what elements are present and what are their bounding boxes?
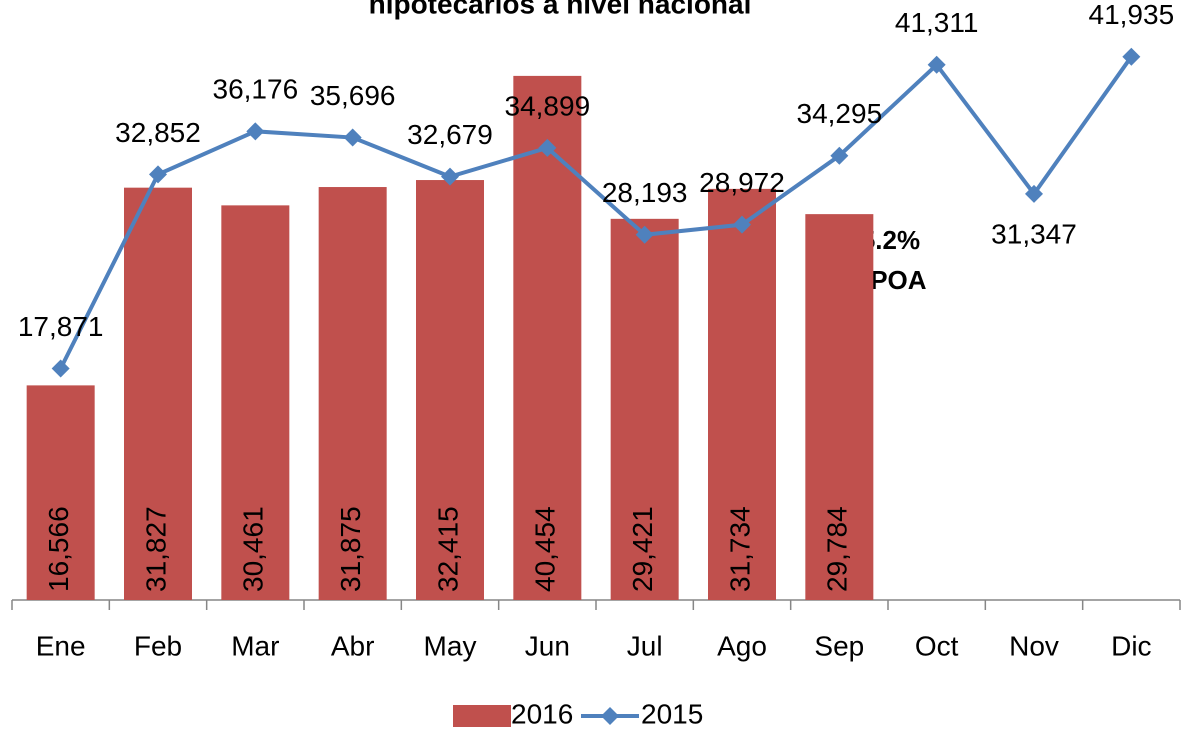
line-marker (830, 146, 849, 165)
line-value-label: 28,193 (602, 177, 688, 208)
bar-value-label: 30,461 (238, 506, 269, 592)
chart-title: hipotecarios a nivel nacional (369, 0, 752, 19)
line-marker (635, 225, 654, 244)
x-tick-label: Jun (525, 630, 570, 661)
bar (26, 385, 95, 600)
x-tick-label: Dic (1111, 630, 1151, 661)
line-value-label: 17,871 (18, 311, 104, 342)
line-marker (927, 55, 946, 74)
line-value-label: 41,311 (895, 7, 979, 38)
bar (610, 218, 679, 600)
bar-value-label: 31,827 (140, 506, 171, 592)
x-tick-label: Abr (331, 630, 375, 661)
line-value-label: 32,852 (115, 117, 201, 148)
bar (124, 187, 192, 601)
bar-value-label: 29,784 (822, 506, 853, 592)
bar (416, 180, 484, 601)
line-marker (441, 167, 459, 186)
line-value-label: 28,972 (699, 167, 785, 198)
x-tick-label: Nov (1009, 630, 1059, 661)
line-value-label: 34,295 (797, 98, 883, 129)
bar-value-label: 31,734 (724, 506, 755, 592)
line-value-label: 36,176 (213, 74, 299, 105)
legend-marker (601, 707, 619, 725)
line-marker (1025, 184, 1043, 203)
line-value-label: 32,679 (407, 119, 493, 150)
line-value-label: 41,935 (1089, 0, 1175, 30)
line-value-label: 35,696 (310, 80, 396, 111)
x-tick-label: Jul (627, 630, 663, 661)
line (58, 55, 1133, 370)
line-marker (149, 165, 167, 184)
legend-label: 2015 (641, 698, 703, 729)
line-marker (538, 138, 557, 157)
line-marker (51, 359, 70, 378)
x-tick-label: Sep (814, 630, 864, 661)
x-tick-label: Oct (915, 630, 959, 661)
x-tick-label: Feb (134, 630, 182, 661)
line-value-label: 34,899 (505, 90, 591, 121)
x-tick-label: Ene (36, 630, 86, 661)
bar (805, 214, 874, 601)
line-marker (246, 122, 265, 141)
line-value-label: 31,347 (991, 218, 1077, 249)
bar (708, 188, 776, 600)
bar-value-label: 31,875 (335, 506, 366, 592)
line-marker (1122, 47, 1141, 66)
line-marker (343, 128, 362, 147)
bar-value-label: 32,415 (432, 506, 463, 592)
bar (221, 205, 290, 600)
bar-value-label: 29,421 (627, 506, 658, 592)
legend-swatch (453, 705, 511, 727)
legend-label: 2016 (511, 698, 573, 729)
bar-value-label: 40,454 (530, 506, 561, 592)
x-tick-label: Mar (231, 630, 279, 661)
x-tick-label: May (424, 630, 477, 661)
bar (318, 187, 387, 600)
x-tick-label: Ago (717, 630, 767, 661)
bar-value-label: 16,566 (43, 506, 74, 592)
bar (513, 75, 582, 601)
line-marker (733, 215, 751, 234)
